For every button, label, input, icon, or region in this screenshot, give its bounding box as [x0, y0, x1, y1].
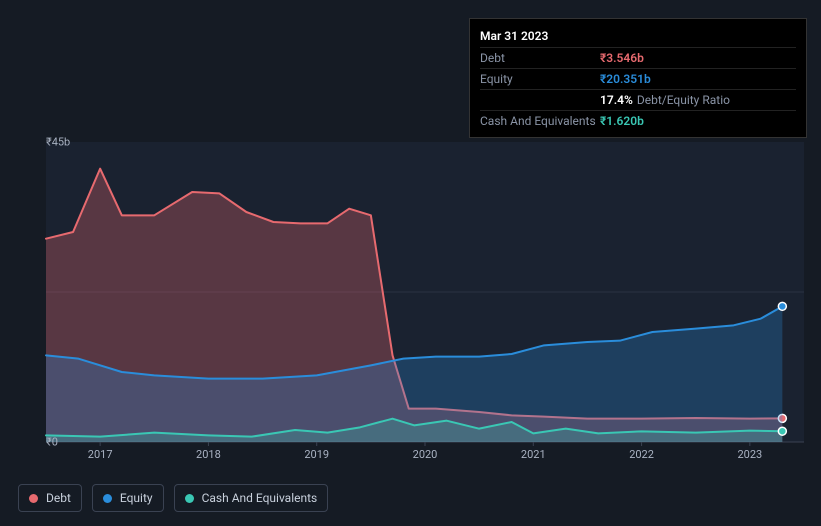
chart-area: ₹45b₹0 2017201820192020202120222023	[18, 124, 808, 474]
info-row-label: Equity	[480, 72, 600, 86]
info-date: Mar 31 2023	[480, 25, 796, 47]
info-row: Debt₹3.546b	[480, 47, 796, 68]
legend-item-equity[interactable]: Equity	[92, 484, 164, 512]
info-row-value: ₹20.351b	[600, 72, 651, 86]
legend-item-debt[interactable]: Debt	[18, 484, 82, 512]
info-row-value: ₹3.546b	[600, 51, 644, 65]
legend-label: Cash And Equivalents	[202, 491, 318, 505]
info-row-label	[480, 93, 600, 107]
legend-dot	[185, 494, 194, 503]
legend-dot	[103, 494, 112, 503]
x-tick-label: 2022	[629, 448, 654, 461]
info-row: 17.4% Debt/Equity Ratio	[480, 89, 796, 110]
legend: Debt Equity Cash And Equivalents	[18, 484, 328, 512]
legend-dot	[29, 494, 38, 503]
series-end-marker	[778, 302, 786, 310]
x-tick-label: 2020	[413, 448, 438, 461]
info-row-suffix: Debt/Equity Ratio	[637, 93, 730, 107]
x-tick-label: 2018	[196, 448, 221, 461]
info-row-value: 17.4%	[600, 93, 633, 107]
info-row-label: Debt	[480, 51, 600, 65]
x-tick-label: 2017	[88, 448, 113, 461]
x-tick-label: 2023	[737, 448, 762, 461]
legend-label: Equity	[120, 491, 153, 505]
x-tick-label: 2021	[521, 448, 546, 461]
chart-svg	[18, 124, 808, 446]
info-row: Equity₹20.351b	[480, 68, 796, 89]
series-end-marker	[778, 427, 786, 435]
legend-item-cash-and-equivalents[interactable]: Cash And Equivalents	[174, 484, 329, 512]
info-panel: Mar 31 2023 Debt₹3.546bEquity₹20.351b17.…	[469, 18, 807, 138]
legend-label: Debt	[46, 491, 71, 505]
x-tick-label: 2019	[304, 448, 329, 461]
